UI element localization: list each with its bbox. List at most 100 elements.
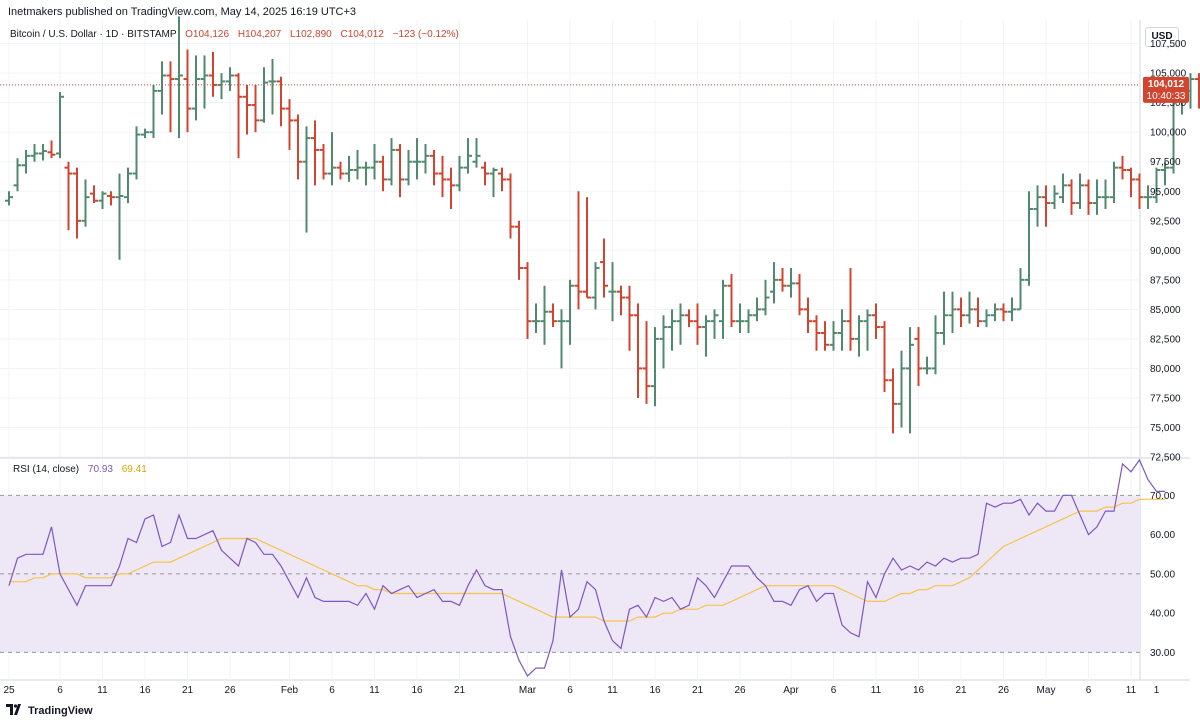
- ohlc-bar: [753, 297, 761, 322]
- ohlc-bar: [897, 350, 906, 428]
- ohlc-bar: [47, 140, 56, 159]
- ohlc-bar: [693, 303, 702, 345]
- ohlc-bar: [498, 167, 506, 192]
- ohlc-bar: [710, 309, 719, 339]
- time-tick-label: 6: [329, 685, 335, 696]
- ohlc-bar: [523, 262, 532, 339]
- ohlc-bar: [481, 161, 489, 186]
- ohlc-bar: [1067, 179, 1076, 215]
- symbol-label: Bitcoin / U.S. Dollar · 1D · BITSTAMP: [10, 29, 177, 40]
- price-tick-label: 72,500: [1150, 453, 1181, 464]
- ohlc-bar: [948, 291, 957, 333]
- footer-brand[interactable]: TradingView: [6, 704, 93, 718]
- ohlc-bar: [557, 309, 566, 369]
- time-tick-label: 11: [97, 685, 108, 696]
- ohlc-bar: [149, 84, 158, 139]
- price-axis[interactable]: 72,500 75,000 77,500 80,000 82,500 85,000 87,5…: [1150, 39, 1187, 659]
- ohlc-bar: [362, 161, 370, 186]
- price-tick-label: 82,500: [1150, 334, 1181, 345]
- tradingview-logo-icon: [6, 704, 24, 718]
- ohlc-bar: [81, 179, 90, 227]
- rsi-tick-label: 70.00: [1150, 491, 1175, 502]
- ohlc-bar: [336, 161, 345, 180]
- ohlc-bar: [22, 149, 30, 174]
- ohlc-bar: [13, 158, 22, 192]
- ohlc-bar: [838, 309, 846, 351]
- price-tick-label: 85,000: [1150, 305, 1181, 316]
- currency-selector[interactable]: USD: [1145, 27, 1179, 47]
- ohlc-bar: [294, 114, 302, 180]
- ohlc-bar: [353, 149, 362, 180]
- ohlc-bar: [396, 144, 404, 198]
- ohlc-bar: [328, 132, 336, 186]
- symbol-title: Bitcoin / U.S. Dollar · 1D · BITSTAMP O1…: [10, 29, 459, 40]
- ohlc-bar: [311, 120, 319, 186]
- ohlc-bar: [387, 138, 396, 186]
- ohlc-bar: [243, 84, 251, 135]
- ohlc-bar: [1152, 167, 1161, 204]
- ohlc-bar: [115, 173, 124, 260]
- change-value: −123 (−0.12%): [393, 29, 459, 40]
- ohlc-bar: [277, 76, 285, 127]
- last-price-label: 104,012: [1148, 79, 1185, 90]
- time-tick-label: 11: [871, 685, 882, 696]
- ohlc-bar: [1135, 173, 1144, 209]
- ohlc-bar: [260, 67, 268, 123]
- ohlc-bar: [846, 268, 855, 351]
- rsi-tick-label: 30.00: [1150, 648, 1175, 659]
- ohlc-bar: [1025, 191, 1033, 286]
- ohlc-bar: [940, 291, 948, 345]
- time-tick-label: Feb: [281, 685, 299, 696]
- ohlc-bar: [1033, 185, 1042, 227]
- ohlc-bar: [515, 220, 523, 280]
- ohlc-bar: [506, 173, 515, 239]
- ohlc-bar: [770, 262, 778, 304]
- ohlc-bar: [158, 61, 166, 115]
- ohlc-bar: [107, 191, 115, 206]
- rsi-tick-label: 40.00: [1150, 609, 1175, 620]
- ohlc-bar: [226, 67, 234, 91]
- ohlc-bar: [642, 321, 651, 404]
- ohlc-bar: [209, 51, 217, 97]
- ohlc-bar: [795, 273, 804, 316]
- price-pane: [0, 16, 1200, 434]
- ohlc-bar: [302, 126, 311, 233]
- legend: Bitcoin / U.S. Dollar · 1D · BITSTAMP O1…: [10, 29, 459, 475]
- rsi-line: [8, 458, 1165, 677]
- publish-header: Inetmakers published on TradingView.com,…: [8, 6, 356, 18]
- price-tick-label: 107,500: [1150, 39, 1187, 50]
- ohlc-bar: [727, 273, 736, 328]
- ohlc-bar: [90, 185, 98, 204]
- high-value: H104,207: [238, 29, 282, 40]
- price-tick-label: 95,000: [1150, 187, 1181, 198]
- countdown-label: 10:40:33: [1147, 91, 1186, 102]
- ohlc-bar: [719, 279, 727, 339]
- ohlc-bar: [319, 144, 328, 180]
- time-axis[interactable]: 25 6 11 16 21 26 Feb 6 11 16 21 Mar 6 11 16 21 26 Apr 6 11 1…: [3, 685, 1159, 696]
- ohlc-bar: [217, 73, 226, 100]
- ohlc-bar: [472, 138, 481, 168]
- ohlc-bar: [1016, 268, 1025, 311]
- ohlc-bar: [923, 356, 931, 375]
- time-tick-label: 21: [182, 685, 194, 696]
- time-tick-label: 26: [998, 685, 1010, 696]
- ohlc-bar: [370, 144, 379, 180]
- ohlc-bar: [761, 279, 770, 316]
- price-tick-label: 87,500: [1150, 275, 1181, 286]
- time-tick-label: 21: [955, 685, 967, 696]
- time-tick-label: 26: [734, 685, 746, 696]
- ohlc-bar: [489, 167, 498, 198]
- ohlc-bar: [413, 138, 421, 180]
- ohlc-bar: [430, 149, 438, 186]
- rsi-tick-label: 60.00: [1150, 530, 1175, 541]
- ohlc-bar: [651, 327, 659, 407]
- ohlc-bar: [1195, 73, 1200, 109]
- ohlc-bar: [999, 303, 1008, 322]
- ohlc-bar: [98, 191, 107, 209]
- price-tick-label: 105,000: [1150, 69, 1187, 80]
- low-value: L102,890: [290, 29, 332, 40]
- time-tick-label: Apr: [783, 685, 799, 696]
- ohlc-bar: [974, 297, 982, 328]
- ohlc-bar: [608, 262, 617, 322]
- ohlc-bar: [285, 99, 294, 150]
